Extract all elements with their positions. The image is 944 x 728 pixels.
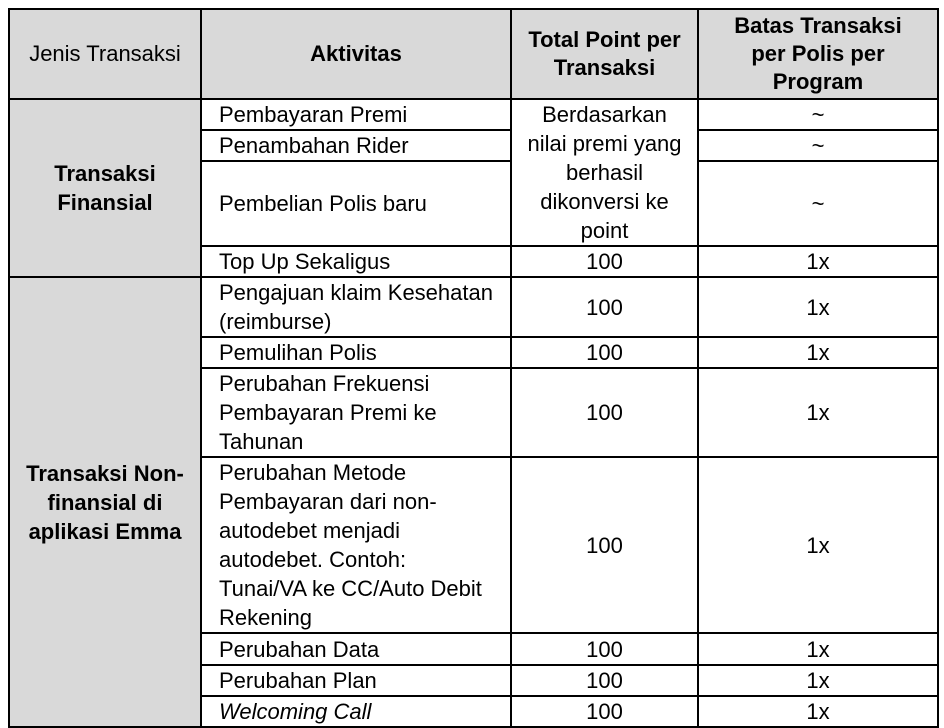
point-cell: 100 [510, 367, 699, 458]
point-cell: 100 [510, 336, 699, 369]
limit-cell: 1x [697, 245, 939, 278]
table-row: Penambahan Rider ~ [9, 129, 939, 162]
point-cell: 100 [510, 245, 699, 278]
activity-cell: Perubahan Metode Pembayaran dari non- au… [200, 456, 512, 634]
activity-cell: Top Up Sekaligus [200, 245, 512, 278]
point-cell: 100 [510, 695, 699, 728]
point-cell: 100 [510, 276, 699, 338]
transaction-points-table: Jenis Transaksi Aktivitas Total Point pe… [8, 8, 939, 728]
activity-cell: Perubahan Frekuensi Pembayaran Premi ke … [200, 367, 512, 458]
point-cell-merged: Berdasarkan nilai premi yang berhasil di… [510, 98, 699, 247]
group-cell-transaksi-finansial: Transaksi Finansial [8, 98, 202, 278]
table-row: Perubahan Plan 100 1x [9, 664, 939, 697]
table-row: Perubahan Data 100 1x [9, 632, 939, 666]
limit-cell: ~ [697, 98, 939, 131]
activity-cell: Pemulihan Polis [200, 336, 512, 369]
table-row: Pemulihan Polis 100 1x [9, 336, 939, 369]
limit-cell: 1x [697, 664, 939, 697]
point-cell: 100 [510, 664, 699, 697]
limit-cell: 1x [697, 367, 939, 458]
header-jenis-transaksi: Jenis Transaksi [8, 8, 202, 100]
limit-cell: ~ [697, 160, 939, 247]
activity-cell: Pengajuan klaim Kesehatan (reimburse) [200, 276, 512, 338]
table-row: Transaksi Finansial Pembayaran Premi Ber… [8, 98, 939, 278]
limit-cell: 1x [697, 695, 939, 728]
table-header-row: Jenis Transaksi Aktivitas Total Point pe… [8, 8, 939, 100]
activity-cell: Perubahan Data [200, 632, 512, 666]
table-row: Perubahan Frekuensi Pembayaran Premi ke … [9, 367, 939, 458]
header-batas-transaksi: Batas Transaksi per Polis per Program [697, 8, 939, 100]
table-row: Pembelian Polis baru ~ [9, 160, 939, 247]
limit-cell: ~ [697, 129, 939, 162]
limit-cell: 1x [697, 632, 939, 666]
limit-cell: 1x [697, 336, 939, 369]
activity-cell: Penambahan Rider [200, 129, 512, 162]
table-row: Perubahan Metode Pembayaran dari non- au… [9, 456, 939, 634]
limit-cell: 1x [697, 276, 939, 338]
activity-cell: Perubahan Plan [200, 664, 512, 697]
activity-cell-welcoming-call: Welcoming Call [200, 695, 512, 728]
header-total-point: Total Point per Transaksi [510, 8, 699, 100]
point-cell: 100 [510, 632, 699, 666]
point-cell: 100 [510, 456, 699, 634]
table-row: Transaksi Non- finansial di aplikasi Emm… [8, 276, 939, 728]
activity-cell: Pembayaran Premi [200, 98, 512, 131]
activity-cell: Pembelian Polis baru [200, 160, 512, 247]
header-aktivitas: Aktivitas [200, 8, 512, 100]
limit-cell: 1x [697, 456, 939, 634]
group-cell-transaksi-nonfinansial: Transaksi Non- finansial di aplikasi Emm… [8, 276, 202, 728]
table-row: Top Up Sekaligus 100 1x [9, 245, 939, 278]
